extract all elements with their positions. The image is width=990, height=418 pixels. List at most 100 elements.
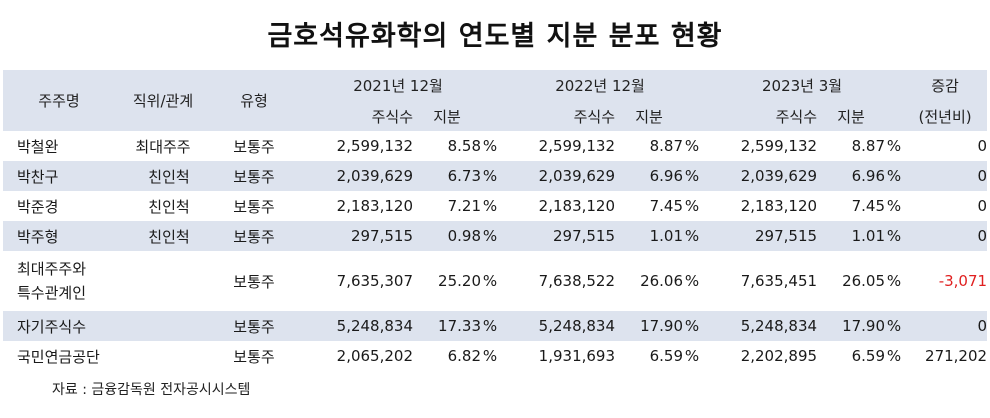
change-value: 0 bbox=[903, 161, 988, 191]
shareholder-name: 국민연금공단 bbox=[17, 347, 100, 366]
stake-2021: 0.98 bbox=[413, 221, 481, 251]
shares-2023: 2,183,120 bbox=[740, 197, 818, 215]
shares-2021: 2,039,629 bbox=[297, 161, 413, 191]
shareholder-name-line2: 특수관계인 bbox=[17, 284, 87, 302]
stake-2021: 7.21 bbox=[447, 197, 481, 215]
shareholder-name: 박철완 bbox=[17, 137, 59, 156]
header-row-1: 주주명 직위/관계 유형 2021년 12월 2022년 12월 2023년 3… bbox=[3, 70, 988, 131]
shareholder-name: 박찬구 bbox=[3, 161, 115, 191]
share-type: 보통주 bbox=[211, 311, 297, 341]
shares-2022: 7,638,522 bbox=[538, 272, 616, 290]
pct-sign: % bbox=[684, 197, 700, 215]
header-type: 유형 bbox=[211, 70, 297, 131]
pct-sign: % bbox=[886, 347, 902, 365]
pct-sign: % bbox=[481, 221, 500, 251]
pct-sign: % bbox=[684, 347, 700, 365]
change-value-negative: -3,071 bbox=[938, 272, 988, 290]
stake-2023: 8.87 bbox=[851, 137, 886, 155]
table-row: 박철완 최대주주 보통주 2,599,132 8.58 % 2,599,132 … bbox=[3, 131, 987, 161]
pct-sign: % bbox=[885, 311, 904, 341]
header-change-sub: (전년비) bbox=[903, 101, 988, 131]
pct-sign: % bbox=[684, 137, 700, 155]
header-shares-2022: 주식수 bbox=[499, 101, 616, 131]
share-type: 보통주 bbox=[233, 137, 275, 156]
shareholder-relation bbox=[115, 341, 211, 371]
pct-sign: % bbox=[885, 221, 904, 251]
shares-2023: 2,202,895 bbox=[740, 347, 818, 365]
pct-sign: % bbox=[482, 347, 498, 365]
header-row-2: 주식수 지분 주식수 지분 주식수 지분 (전년비) bbox=[3, 101, 988, 131]
pct-sign: % bbox=[886, 272, 902, 290]
stake-2022: 7.45 bbox=[649, 197, 684, 215]
header-stake-2022: 지분 bbox=[615, 101, 684, 131]
shares-2022: 5,248,834 bbox=[499, 311, 616, 341]
shareholder-name-line1: 최대주주와 bbox=[17, 260, 87, 278]
shareholder-relation bbox=[115, 311, 211, 341]
shares-2021: 7,635,307 bbox=[336, 272, 413, 290]
header-period-2021: 2021년 12월 bbox=[297, 70, 500, 101]
stake-2022: 6.96 bbox=[615, 161, 684, 191]
shareholder-name: 자기주식수 bbox=[3, 311, 115, 341]
stake-2023: 26.05 bbox=[842, 272, 886, 290]
pct-sign: % bbox=[482, 137, 498, 155]
shares-2021: 2,183,120 bbox=[336, 197, 413, 215]
share-type: 보통주 bbox=[211, 221, 297, 251]
table-row: 최대주주와 특수관계인 보통주 7,635,307 25.20 % 7,638,… bbox=[3, 251, 987, 311]
shares-2023: 7,635,451 bbox=[740, 272, 818, 290]
source-note: 자료 : 금융감독원 전자공시시스템 bbox=[52, 382, 251, 398]
shareholder-relation: 친인척 bbox=[115, 221, 211, 251]
stake-2022: 26.06 bbox=[640, 272, 684, 290]
share-type: 보통주 bbox=[233, 272, 275, 291]
header-shares-2023: 주식수 bbox=[701, 101, 818, 131]
pct-sign: % bbox=[481, 161, 500, 191]
stake-2023: 6.96 bbox=[817, 161, 886, 191]
header-position: 직위/관계 bbox=[115, 70, 211, 131]
table-row: 국민연금공단 보통주 2,065,202 6.82 % 1,931,693 6.… bbox=[3, 341, 987, 371]
shareholding-table: 주주명 직위/관계 유형 2021년 12월 2022년 12월 2023년 3… bbox=[3, 70, 988, 371]
pct-sign: % bbox=[683, 161, 702, 191]
change-value: 271,202 bbox=[925, 347, 988, 365]
shares-2023: 2,599,132 bbox=[740, 137, 818, 155]
change-value: 0 bbox=[903, 221, 988, 251]
header-stake-2021: 지분 bbox=[413, 101, 481, 131]
shares-2022: 2,599,132 bbox=[538, 137, 616, 155]
shares-2023: 297,515 bbox=[701, 221, 818, 251]
stake-2023: 17.90 bbox=[817, 311, 886, 341]
pct-sign: % bbox=[683, 311, 702, 341]
stake-2022: 8.87 bbox=[649, 137, 684, 155]
stake-2021: 8.58 bbox=[447, 137, 481, 155]
pct-sign: % bbox=[886, 137, 902, 155]
header-shareholder: 주주명 bbox=[3, 70, 115, 131]
share-type: 보통주 bbox=[233, 197, 275, 216]
table-row: 박주형 친인척 보통주 297,515 0.98 % 297,515 1.01 … bbox=[3, 221, 988, 251]
shareholder-name: 박주형 bbox=[3, 221, 115, 251]
shares-2022: 2,183,120 bbox=[538, 197, 616, 215]
share-type: 보통주 bbox=[233, 347, 275, 366]
header-period-2023: 2023년 3월 bbox=[701, 70, 904, 101]
stake-2023: 7.45 bbox=[851, 197, 886, 215]
shares-2022: 2,039,629 bbox=[499, 161, 616, 191]
stake-2021: 6.73 bbox=[413, 161, 481, 191]
pct-sign: % bbox=[886, 197, 902, 215]
header-period-2022: 2022년 12월 bbox=[499, 70, 702, 101]
change-value: 0 bbox=[903, 311, 988, 341]
stake-2021: 6.82 bbox=[447, 347, 481, 365]
pct-sign: % bbox=[885, 161, 904, 191]
shareholder-relation: 친인척 bbox=[115, 161, 211, 191]
share-type: 보통주 bbox=[211, 161, 297, 191]
change-value: 0 bbox=[977, 137, 988, 155]
stake-2022: 6.59 bbox=[649, 347, 684, 365]
header-stake-2023: 지분 bbox=[817, 101, 886, 131]
shareholder-relation: 친인척 bbox=[148, 197, 190, 216]
shares-2021: 2,599,132 bbox=[336, 137, 413, 155]
shares-2022: 297,515 bbox=[499, 221, 616, 251]
header-change: 증감 bbox=[903, 70, 988, 101]
stake-2023: 1.01 bbox=[817, 221, 886, 251]
table-row: 자기주식수 보통주 5,248,834 17.33 % 5,248,834 17… bbox=[3, 311, 988, 341]
shares-2021: 297,515 bbox=[297, 221, 413, 251]
pct-sign: % bbox=[482, 197, 498, 215]
pct-sign: % bbox=[482, 272, 498, 290]
shares-2021: 5,248,834 bbox=[297, 311, 413, 341]
shareholder-relation bbox=[115, 251, 211, 311]
shares-2022: 1,931,693 bbox=[538, 347, 616, 365]
